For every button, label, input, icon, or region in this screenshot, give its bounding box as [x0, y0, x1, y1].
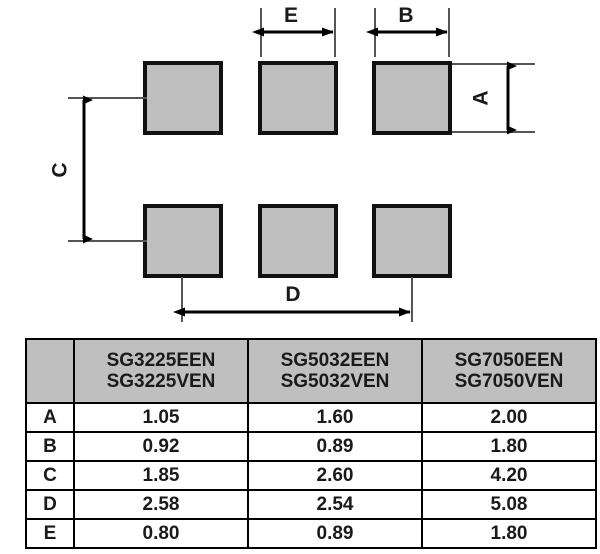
- dim-label-E: E: [284, 4, 298, 27]
- drawing-canvas: E B A C D: [49, 4, 535, 322]
- cell-C-1: 1.85: [73, 460, 249, 491]
- pad-top-right: [372, 61, 452, 135]
- cell-A-3: 2.00: [421, 402, 597, 433]
- dimension-E: E: [252, 4, 336, 57]
- dimension-D: D: [173, 277, 413, 322]
- cell-C-2: 2.60: [247, 460, 423, 491]
- dim-label-C: C: [49, 162, 72, 177]
- cell-A-2: 1.60: [247, 402, 423, 433]
- dimension-A: A: [452, 61, 535, 135]
- cell-E-3: 1.80: [421, 518, 597, 549]
- pad-top-center: [258, 61, 338, 135]
- row-label-B: B: [25, 431, 75, 462]
- table-corner-cell: [25, 338, 75, 404]
- row-label-E: E: [25, 518, 75, 549]
- table-row: B 0.92 0.89 1.80: [25, 431, 597, 462]
- table-header-row: SG3225EEN SG3225VEN SG5032EEN SG5032VEN …: [25, 338, 597, 404]
- table-header: SG3225EEN SG3225VEN SG5032EEN SG5032VEN …: [25, 338, 597, 404]
- table-body: A 1.05 1.60 2.00 B 0.92 0.89 1.80 C 1.85…: [25, 402, 597, 549]
- pad-row-top: [143, 61, 452, 135]
- table-column-header-3: SG7050EEN SG7050VEN: [421, 338, 597, 404]
- table-row: C 1.85 2.60 4.20: [25, 460, 597, 491]
- dim-label-B: B: [398, 4, 413, 27]
- table-column-header-3-line1: SG7050EEN: [454, 349, 564, 371]
- cell-B-2: 0.89: [247, 431, 423, 462]
- cell-B-1: 0.92: [73, 431, 249, 462]
- row-label-A: A: [25, 402, 75, 433]
- dimension-C: C: [49, 95, 147, 244]
- table-column-header-2: SG5032EEN SG5032VEN: [247, 338, 423, 404]
- table-column-header-2-line1: SG5032EEN: [280, 349, 390, 371]
- pad-bottom-center: [258, 204, 338, 278]
- cell-E-2: 0.89: [247, 518, 423, 549]
- cell-C-3: 4.20: [421, 460, 597, 491]
- table-column-header-1: SG3225EEN SG3225VEN: [73, 338, 249, 404]
- table-column-header-1-line1: SG3225EEN: [106, 349, 216, 371]
- pad-row-bottom: [143, 204, 452, 278]
- table-column-header-1-line2: SG3225VEN: [106, 371, 216, 392]
- cell-D-3: 5.08: [421, 489, 597, 520]
- row-label-C: C: [25, 460, 75, 491]
- dimension-table: SG3225EEN SG3225VEN SG5032EEN SG5032VEN …: [25, 338, 597, 549]
- table-column-header-2-line2: SG5032VEN: [280, 371, 390, 392]
- pad-bottom-right: [372, 204, 452, 278]
- cell-D-1: 2.58: [73, 489, 249, 520]
- cell-B-3: 1.80: [421, 431, 597, 462]
- cell-E-1: 0.80: [73, 518, 249, 549]
- cell-D-2: 2.54: [247, 489, 423, 520]
- cell-A-1: 1.05: [73, 402, 249, 433]
- pad-top-left: [143, 61, 223, 135]
- land-pattern-drawing: E B A C D: [49, 4, 535, 322]
- table-row: D 2.58 2.54 5.08: [25, 489, 597, 520]
- row-label-D: D: [25, 489, 75, 520]
- pad-bottom-left: [143, 204, 223, 278]
- dim-label-A: A: [470, 90, 493, 105]
- table-row: A 1.05 1.60 2.00: [25, 402, 597, 433]
- table-row: E 0.80 0.89 1.80: [25, 518, 597, 549]
- dimension-B: B: [366, 4, 450, 57]
- table-column-header-3-line2: SG7050VEN: [454, 371, 564, 392]
- dim-label-D: D: [285, 283, 300, 306]
- dimension-table-container: SG3225EEN SG3225VEN SG5032EEN SG5032VEN …: [25, 338, 597, 549]
